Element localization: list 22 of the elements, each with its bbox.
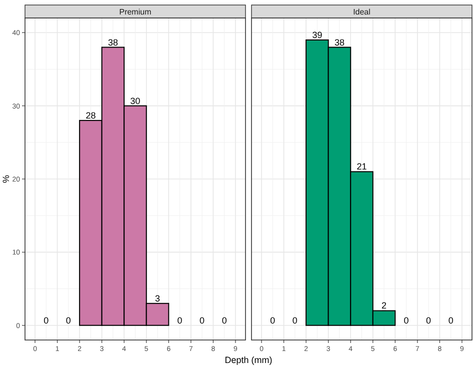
data-label: 38 <box>108 37 118 48</box>
data-label: 3 <box>155 293 160 304</box>
data-label: 28 <box>86 110 96 120</box>
chart-title: Premium <box>119 8 152 16</box>
data-label: 38 <box>334 37 344 48</box>
data-label: 0 <box>292 315 298 326</box>
data-label: 30 <box>130 96 140 106</box>
data-label: 0 <box>448 315 454 326</box>
chart-title: Ideal <box>353 8 371 16</box>
x-axis-title: Depth (mm) <box>224 355 272 365</box>
data-label: 0 <box>404 315 409 326</box>
y-axis-title: % <box>1 174 11 184</box>
data-label: 2 <box>382 300 387 311</box>
data-label: 0 <box>426 315 432 326</box>
data-label: 0 <box>44 315 49 326</box>
data-label: 0 <box>222 315 227 326</box>
data-label: 21 <box>356 162 367 172</box>
data-label: 0 <box>270 315 276 326</box>
data-label: 39 <box>312 30 322 40</box>
data-label: 0 <box>200 315 205 326</box>
data-label: 0 <box>177 315 182 326</box>
data-label: 0 <box>66 315 71 326</box>
